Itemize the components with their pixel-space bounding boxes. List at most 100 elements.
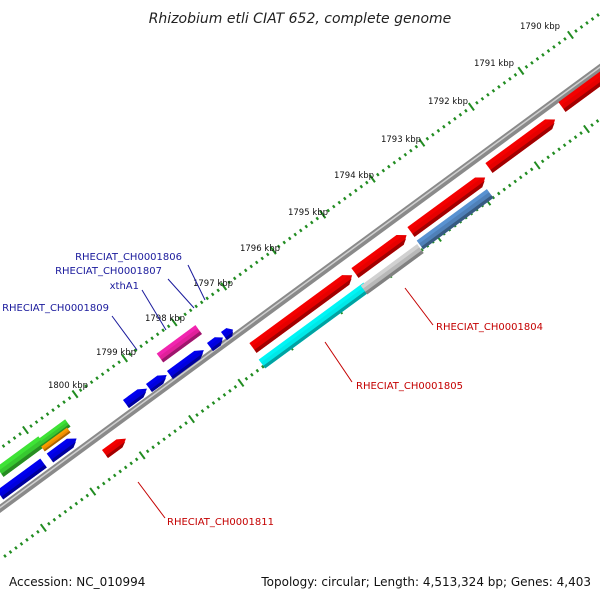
gene-red-segment-5-shadow	[563, 74, 600, 112]
inner-scale-minor-tick	[151, 445, 155, 450]
gene-label-xtha1[interactable]: xthA1	[110, 281, 139, 292]
outer-scale-minor-tick	[106, 368, 110, 373]
inner-scale-minor-tick	[217, 397, 221, 401]
inner-scale-minor-tick	[74, 501, 79, 506]
gene-blue-3-body[interactable]	[167, 346, 207, 380]
callout-line-rheciat-ch0001805	[324, 341, 353, 383]
gene-red-segment-5[interactable]	[558, 67, 600, 112]
gene-blue-3[interactable]	[167, 346, 207, 380]
outer-scale-minor-tick	[18, 432, 22, 436]
gene-steelblue-feature[interactable]	[416, 189, 494, 250]
gene-red-segment-4-highlight	[485, 119, 551, 167]
gene-rheciat-ch0001811-highlight	[102, 439, 122, 453]
gene-rheciat-ch0001804-body[interactable]	[360, 244, 424, 295]
inner-scale-minor-tick	[25, 538, 29, 542]
gene-rheciat-ch0001805-body[interactable]	[258, 282, 371, 369]
outer-scale-minor-tick	[111, 364, 116, 369]
gene-blue-2[interactable]	[146, 371, 170, 393]
gene-blue-5-shadow	[225, 331, 233, 341]
outer-scale-minor-tick	[398, 156, 402, 161]
inner-scale-minor-tick	[540, 159, 545, 164]
inner-scale-minor-tick	[557, 147, 561, 152]
gene-rheciat-ch0001811[interactable]	[102, 435, 129, 459]
inner-scale-minor-tick	[513, 179, 517, 184]
gene-green-1-body[interactable]	[0, 436, 46, 477]
outer-scale-minor-tick	[298, 228, 303, 233]
scale-label-1800-kbp: 1800 kbp	[48, 381, 88, 391]
outer-scale-major-tick	[567, 30, 574, 40]
gene-blue-6-body[interactable]	[0, 458, 47, 500]
gene-steelblue-feature-highlight	[416, 189, 490, 244]
outer-scale-minor-tick	[188, 308, 193, 313]
gene-label-rheciat-ch0001805[interactable]: RHECIAT_CH0001805	[356, 381, 463, 392]
inner-scale-minor-tick	[491, 195, 496, 200]
outer-scale-minor-tick	[425, 136, 430, 141]
gene-blue-6[interactable]	[0, 458, 47, 500]
gene-blue-1[interactable]	[123, 385, 150, 409]
gene-green-1[interactable]	[0, 436, 46, 477]
gene-blue-4[interactable]	[207, 333, 226, 352]
outer-scale-minor-tick	[139, 344, 143, 349]
gene-red-segment-2-shadow	[356, 238, 407, 278]
gene-rheciat-ch0001811-body[interactable]	[102, 435, 129, 459]
gene-label-rheciat-ch0001806[interactable]: RHECIAT_CH0001806	[75, 252, 182, 263]
inner-scale-minor-tick	[524, 171, 528, 176]
gene-green-2-body[interactable]	[39, 419, 71, 446]
gene-red-segment-2[interactable]	[351, 230, 410, 278]
gene-rheciat-ch0001805[interactable]	[258, 282, 371, 369]
gene-magenta-xtha1-body[interactable]	[156, 325, 202, 363]
outer-scale-minor-tick	[508, 76, 512, 81]
inner-scale-minor-tick	[134, 457, 139, 462]
inner-scale-minor-tick	[595, 119, 600, 123]
gene-red-segment-4[interactable]	[485, 115, 558, 173]
outer-scale-minor-tick	[100, 372, 105, 377]
gene-red-segment-2-body[interactable]	[351, 230, 410, 278]
gene-blue-7-body[interactable]	[46, 434, 80, 463]
outer-scale-minor-tick	[7, 440, 11, 444]
gene-steelblue-feature-body[interactable]	[416, 189, 494, 250]
gene-blue-2-body[interactable]	[146, 371, 170, 393]
outer-scale-minor-tick	[480, 96, 485, 101]
outer-scale-minor-tick	[458, 112, 463, 117]
gene-red-segment-3[interactable]	[407, 173, 488, 237]
inner-scale-minor-tick	[562, 143, 567, 148]
outer-scale-minor-tick	[210, 292, 215, 297]
inner-scale-minor-tick	[107, 477, 112, 482]
inner-scale-minor-tick	[518, 175, 523, 180]
gene-blue-1-highlight	[123, 389, 143, 403]
gene-red-segment-5-highlight	[558, 71, 600, 106]
gene-orange-1[interactable]	[41, 427, 71, 452]
gene-label-rheciat-ch0001807[interactable]: RHECIAT_CH0001807	[55, 266, 162, 277]
gene-rheciat-ch0001804[interactable]	[360, 244, 424, 295]
inner-scale-minor-tick	[162, 437, 166, 442]
gene-red-segment-1[interactable]	[249, 270, 355, 353]
outer-scale-major-tick	[319, 210, 327, 219]
gene-red-segment-1-body[interactable]	[249, 270, 355, 353]
outer-scale-major-tick	[418, 138, 426, 147]
gene-blue-7[interactable]	[46, 434, 80, 463]
gene-blue-5[interactable]	[221, 325, 236, 341]
inner-scale-minor-tick	[118, 469, 122, 474]
gene-red-segment-5-body[interactable]	[558, 67, 600, 112]
outer-scale-minor-tick	[447, 120, 452, 125]
scale-label-1796-kbp: 1796 kbp	[240, 244, 280, 254]
outer-scale-minor-tick	[326, 208, 331, 213]
gene-blue-6-shadow	[1, 464, 47, 500]
scale-label-1792-kbp: 1792 kbp	[428, 97, 468, 107]
outer-scale-minor-tick	[260, 256, 264, 261]
inner-scale-minor-tick	[590, 123, 594, 127]
gene-red-segment-4-body[interactable]	[485, 115, 558, 173]
gene-label-rheciat-ch0001811[interactable]: RHECIAT_CH0001811	[167, 517, 274, 528]
gene-magenta-xtha1[interactable]	[156, 325, 202, 363]
gene-red-segment-2-highlight	[351, 235, 402, 272]
gene-blue-1-body[interactable]	[123, 385, 150, 409]
outer-scale-minor-tick	[343, 196, 347, 201]
outer-scale-minor-tick	[155, 332, 160, 337]
gene-label-rheciat-ch0001804[interactable]: RHECIAT_CH0001804	[436, 322, 543, 333]
outer-scale-minor-tick	[34, 420, 39, 424]
gene-orange-1-body[interactable]	[41, 427, 71, 452]
gene-label-rheciat-ch0001809[interactable]: RHECIAT_CH0001809	[2, 303, 109, 314]
gene-blue-7-highlight	[46, 438, 72, 457]
gene-red-segment-3-body[interactable]	[407, 173, 488, 237]
inner-scale-minor-tick	[69, 505, 73, 510]
